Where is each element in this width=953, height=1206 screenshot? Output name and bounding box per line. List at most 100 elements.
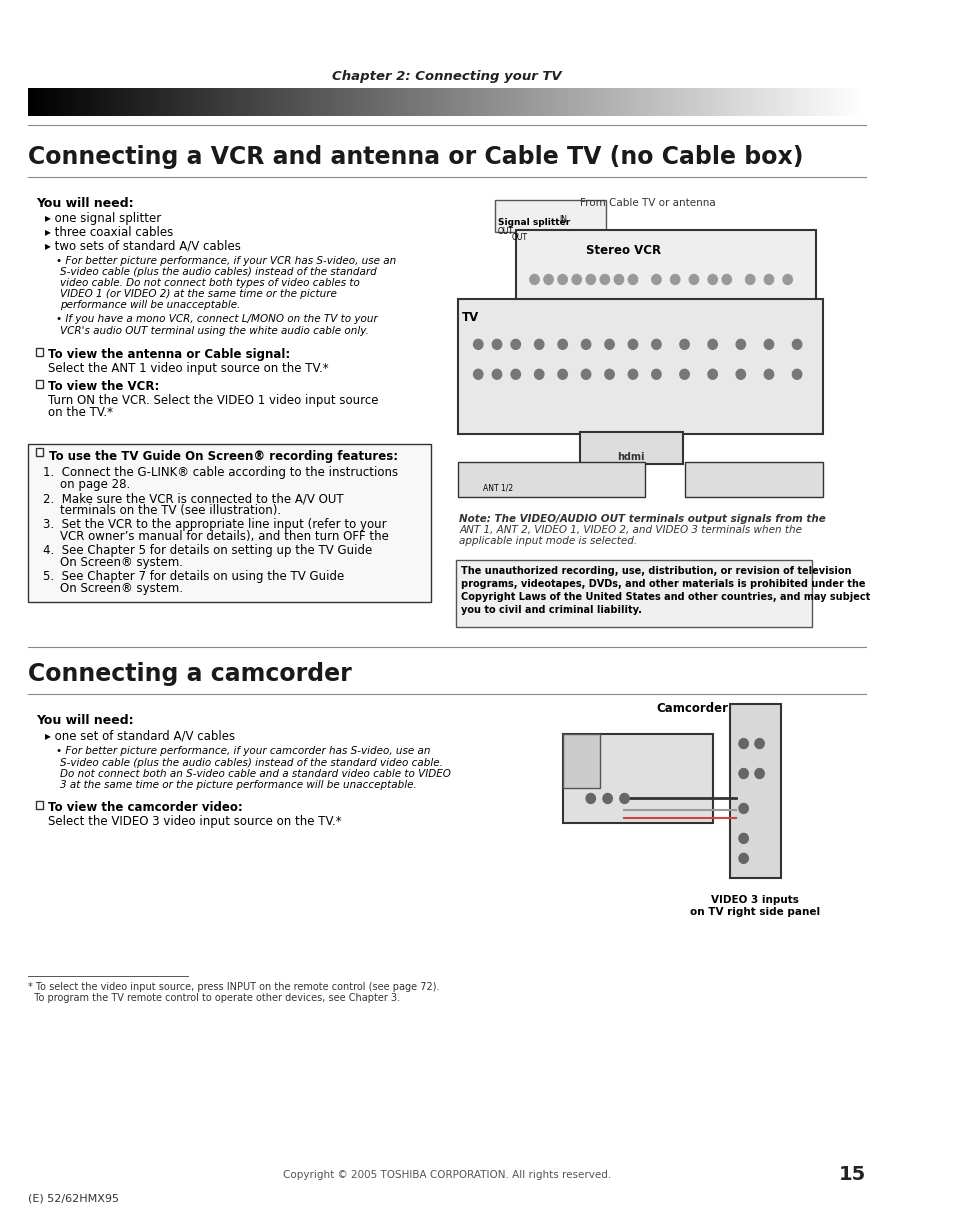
Text: To view the VCR:: To view the VCR:	[48, 380, 159, 393]
Text: 5.  See Chapter 7 for details on using the TV Guide: 5. See Chapter 7 for details on using th…	[43, 570, 344, 582]
Text: On Screen® system.: On Screen® system.	[60, 556, 183, 569]
Text: you to civil and criminal liability.: you to civil and criminal liability.	[461, 605, 641, 615]
Circle shape	[739, 833, 747, 843]
Circle shape	[736, 369, 744, 379]
Text: IN: IN	[558, 215, 566, 223]
Circle shape	[736, 339, 744, 350]
Circle shape	[604, 369, 614, 379]
Circle shape	[585, 275, 595, 285]
Text: video cable. Do not connect both types of video cables to: video cable. Do not connect both types o…	[60, 279, 359, 288]
Circle shape	[739, 854, 747, 863]
Circle shape	[473, 339, 482, 350]
Bar	[495, 200, 605, 232]
Circle shape	[534, 369, 543, 379]
Circle shape	[602, 794, 612, 803]
Text: • For better picture performance, if your VCR has S-video, use an: • For better picture performance, if you…	[56, 256, 396, 265]
Circle shape	[580, 369, 590, 379]
Circle shape	[707, 369, 717, 379]
Text: Signal splitter: Signal splitter	[497, 217, 570, 227]
Text: Note: The VIDEO/AUDIO OUT terminals output signals from the: Note: The VIDEO/AUDIO OUT terminals outp…	[459, 514, 825, 525]
Bar	[35, 349, 43, 356]
Text: Connecting a VCR and antenna or Cable TV (no Cable box): Connecting a VCR and antenna or Cable TV…	[28, 145, 802, 169]
Circle shape	[628, 369, 637, 379]
Circle shape	[688, 275, 698, 285]
Text: OUT: OUT	[497, 227, 514, 235]
Circle shape	[739, 803, 747, 813]
Text: You will need:: You will need:	[35, 714, 133, 727]
Text: Do not connect both an S-video cable and a standard video cable to VIDEO: Do not connect both an S-video cable and…	[60, 768, 451, 779]
Text: Copyright © 2005 TOSHIBA CORPORATION. All rights reserved.: Copyright © 2005 TOSHIBA CORPORATION. Al…	[283, 1170, 611, 1179]
Text: 4.  See Chapter 5 for details on setting up the TV Guide: 4. See Chapter 5 for details on setting …	[43, 544, 372, 557]
Circle shape	[707, 339, 717, 350]
Circle shape	[511, 339, 520, 350]
Text: Turn ON the VCR. Select the VIDEO 1 video input source: Turn ON the VCR. Select the VIDEO 1 vide…	[48, 394, 378, 408]
Text: ANT 1/2: ANT 1/2	[482, 484, 513, 492]
Text: Stereo VCR: Stereo VCR	[585, 244, 660, 257]
Text: Select the VIDEO 3 video input source on the TV.*: Select the VIDEO 3 video input source on…	[48, 815, 341, 829]
Circle shape	[744, 275, 754, 285]
Circle shape	[599, 275, 609, 285]
Circle shape	[585, 794, 595, 803]
Circle shape	[511, 369, 520, 379]
Circle shape	[754, 738, 763, 749]
Bar	[457, 462, 644, 497]
Text: ▸ one set of standard A/V cables: ▸ one set of standard A/V cables	[45, 730, 234, 743]
Text: To view the camcorder video:: To view the camcorder video:	[48, 802, 242, 814]
Text: Chapter 2: Connecting your TV: Chapter 2: Connecting your TV	[333, 70, 561, 83]
Bar	[35, 802, 43, 809]
Text: Connecting a camcorder: Connecting a camcorder	[28, 662, 352, 686]
Text: 1.  Connect the G-LINK® cable according to the instructions: 1. Connect the G-LINK® cable according t…	[43, 466, 397, 479]
Circle shape	[679, 339, 688, 350]
Text: on page 28.: on page 28.	[60, 478, 131, 491]
Text: You will need:: You will need:	[35, 197, 133, 210]
Text: TV: TV	[462, 311, 479, 324]
Circle shape	[534, 339, 543, 350]
Circle shape	[558, 339, 567, 350]
Circle shape	[558, 369, 567, 379]
Text: 2.  Make sure the VCR is connected to the A/V OUT: 2. Make sure the VCR is connected to the…	[43, 492, 343, 505]
Circle shape	[707, 275, 717, 285]
Circle shape	[651, 369, 660, 379]
Circle shape	[492, 369, 501, 379]
Bar	[516, 229, 815, 302]
Text: applicable input mode is selected.: applicable input mode is selected.	[459, 535, 637, 546]
Text: To program the TV remote control to operate other devices, see Chapter 3.: To program the TV remote control to oper…	[28, 993, 400, 1003]
Circle shape	[628, 339, 637, 350]
Circle shape	[543, 275, 553, 285]
Circle shape	[492, 339, 501, 350]
Bar	[684, 462, 822, 497]
Bar	[729, 703, 781, 878]
Text: Select the ANT 1 video input source on the TV.*: Select the ANT 1 video input source on t…	[48, 362, 328, 375]
Circle shape	[792, 339, 801, 350]
Text: To view the antenna or Cable signal:: To view the antenna or Cable signal:	[48, 349, 290, 362]
Text: On Screen® system.: On Screen® system.	[60, 581, 183, 595]
Text: Camcorder: Camcorder	[656, 702, 728, 715]
Circle shape	[529, 275, 538, 285]
Text: S-video cable (plus the audio cables) instead of the standard video cable.: S-video cable (plus the audio cables) in…	[60, 757, 442, 767]
Text: ▸ three coaxial cables: ▸ three coaxial cables	[45, 226, 173, 239]
Text: on the TV.*: on the TV.*	[48, 406, 112, 420]
Circle shape	[792, 369, 801, 379]
Text: 3.  Set the VCR to the appropriate line input (refer to your: 3. Set the VCR to the appropriate line i…	[43, 519, 386, 531]
Bar	[35, 449, 43, 456]
Text: ▸ two sets of standard A/V cables: ▸ two sets of standard A/V cables	[45, 240, 241, 252]
Text: From Cable TV or antenna: From Cable TV or antenna	[578, 198, 715, 207]
Circle shape	[619, 794, 629, 803]
Text: To use the TV Guide On Screen® recording features:: To use the TV Guide On Screen® recording…	[49, 450, 397, 463]
Circle shape	[763, 369, 773, 379]
Circle shape	[763, 275, 773, 285]
Circle shape	[754, 768, 763, 779]
Circle shape	[670, 275, 679, 285]
Circle shape	[558, 275, 567, 285]
Text: ▸ one signal splitter: ▸ one signal splitter	[45, 211, 161, 224]
Text: hdmi: hdmi	[617, 452, 644, 462]
Bar	[28, 444, 431, 602]
Text: * To select the video input source, press INPUT on the remote control (see page : * To select the video input source, pres…	[28, 982, 439, 993]
Circle shape	[739, 738, 747, 749]
Circle shape	[572, 275, 580, 285]
Circle shape	[651, 275, 660, 285]
Text: 15: 15	[839, 1165, 865, 1184]
Bar	[456, 560, 811, 627]
Text: VCR owner’s manual for details), and then turn OFF the: VCR owner’s manual for details), and the…	[60, 529, 389, 543]
Circle shape	[473, 369, 482, 379]
